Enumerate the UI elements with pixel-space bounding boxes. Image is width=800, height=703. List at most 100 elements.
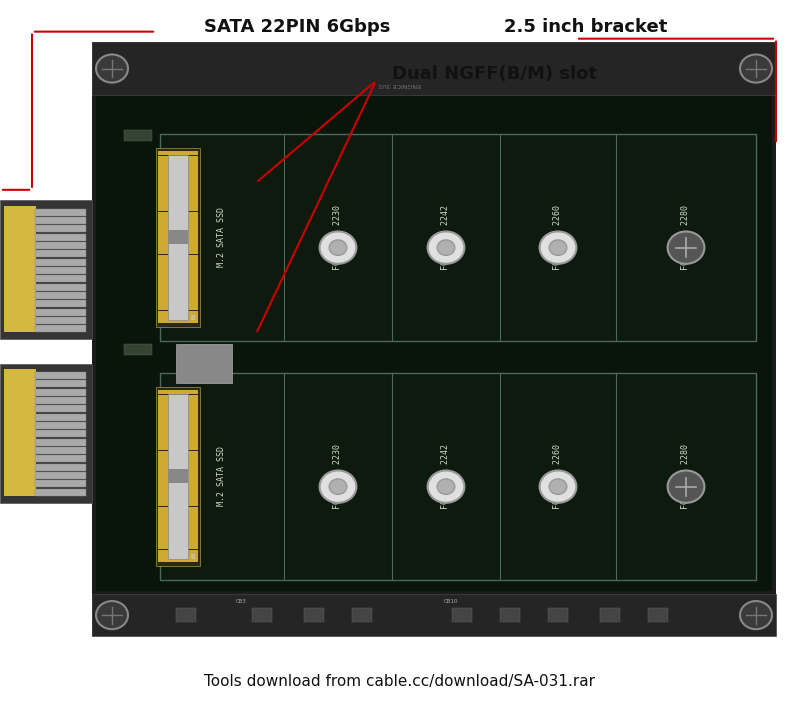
- Bar: [158, 207, 198, 212]
- Bar: [158, 246, 198, 250]
- Text: FOR NGFF 2242: FOR NGFF 2242: [442, 205, 450, 270]
- Bar: [35, 413, 86, 420]
- Bar: [158, 228, 198, 233]
- Bar: [158, 399, 198, 403]
- Bar: [35, 463, 86, 470]
- Text: 2.5 inch bracket: 2.5 inch bracket: [504, 18, 667, 36]
- Bar: [35, 380, 86, 387]
- Bar: [4, 206, 36, 216]
- Bar: [4, 297, 36, 307]
- Circle shape: [550, 240, 566, 255]
- Bar: [158, 160, 198, 164]
- Bar: [4, 289, 36, 299]
- Text: CB10: CB10: [444, 599, 458, 604]
- Bar: [500, 608, 520, 622]
- Bar: [4, 323, 36, 333]
- Bar: [158, 420, 198, 425]
- Text: FOR NGFF 2280: FOR NGFF 2280: [682, 205, 690, 270]
- Bar: [158, 546, 198, 550]
- Bar: [158, 186, 198, 190]
- Bar: [158, 220, 198, 224]
- Bar: [4, 453, 36, 463]
- Bar: [35, 226, 86, 233]
- Bar: [35, 300, 86, 307]
- Bar: [548, 608, 568, 622]
- Bar: [304, 608, 324, 622]
- Bar: [4, 273, 36, 283]
- Bar: [158, 289, 198, 293]
- Bar: [35, 439, 86, 446]
- Bar: [35, 422, 86, 429]
- Bar: [35, 284, 86, 291]
- Text: SATA 22PIN 6Gbps: SATA 22PIN 6Gbps: [204, 18, 390, 36]
- Bar: [35, 456, 86, 463]
- Bar: [124, 130, 152, 141]
- Bar: [35, 397, 86, 404]
- Bar: [35, 217, 86, 224]
- Bar: [168, 394, 188, 559]
- Bar: [158, 394, 198, 399]
- Text: Dual NGFF(B/M) slot: Dual NGFF(B/M) slot: [392, 65, 597, 83]
- Text: Tools download from cable.cc/download/SA-031.rar: Tools download from cable.cc/download/SA…: [205, 674, 595, 690]
- Text: FOR NGFF 2230: FOR NGFF 2230: [334, 205, 342, 270]
- Bar: [158, 528, 198, 532]
- Bar: [158, 498, 198, 502]
- Circle shape: [320, 231, 357, 264]
- Bar: [158, 485, 198, 489]
- Bar: [92, 42, 776, 95]
- Circle shape: [437, 479, 454, 494]
- Bar: [168, 155, 188, 320]
- Bar: [35, 430, 86, 437]
- Bar: [158, 558, 198, 562]
- Bar: [158, 502, 198, 506]
- Bar: [158, 433, 198, 437]
- Bar: [158, 250, 198, 254]
- Bar: [158, 481, 198, 485]
- Bar: [92, 42, 776, 636]
- Bar: [4, 460, 36, 470]
- Bar: [158, 442, 198, 446]
- Bar: [158, 151, 198, 155]
- Bar: [158, 267, 198, 271]
- Bar: [4, 247, 36, 257]
- Bar: [158, 155, 198, 160]
- Bar: [4, 281, 36, 291]
- Bar: [648, 608, 668, 622]
- Bar: [158, 319, 198, 323]
- Bar: [158, 412, 198, 416]
- Circle shape: [330, 240, 347, 255]
- Bar: [158, 541, 198, 546]
- Bar: [158, 532, 198, 536]
- Bar: [4, 256, 36, 266]
- Circle shape: [539, 231, 576, 264]
- Circle shape: [437, 240, 454, 255]
- Circle shape: [330, 479, 347, 494]
- Bar: [35, 292, 86, 299]
- Bar: [35, 447, 86, 454]
- Bar: [158, 446, 198, 451]
- Bar: [158, 536, 198, 541]
- Bar: [600, 608, 620, 622]
- Text: FOR NGFF 2230: FOR NGFF 2230: [334, 444, 342, 509]
- Circle shape: [667, 231, 704, 264]
- Bar: [4, 411, 36, 420]
- Bar: [158, 494, 198, 498]
- Bar: [158, 272, 198, 276]
- Bar: [158, 463, 198, 467]
- Bar: [158, 459, 198, 463]
- Bar: [158, 164, 198, 168]
- Bar: [158, 554, 198, 558]
- Bar: [4, 264, 36, 274]
- Bar: [35, 267, 86, 274]
- Bar: [35, 405, 86, 412]
- Bar: [158, 190, 198, 194]
- Bar: [158, 416, 198, 420]
- Bar: [158, 315, 198, 319]
- Bar: [158, 263, 198, 267]
- Bar: [158, 302, 198, 307]
- Bar: [158, 280, 198, 285]
- Bar: [158, 404, 198, 408]
- Bar: [158, 307, 198, 311]
- Bar: [158, 520, 198, 524]
- Bar: [158, 254, 198, 259]
